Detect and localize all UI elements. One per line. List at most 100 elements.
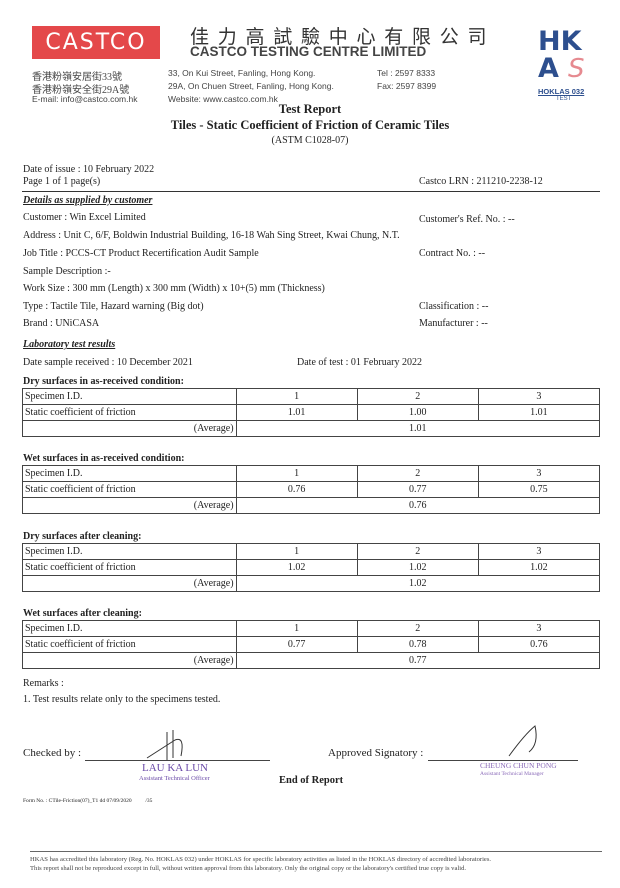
customer-ref: Customer's Ref. No. : -- [419,214,515,225]
company-name-en: CASTCO TESTING CENTRE LIMITED [190,44,427,59]
fax: Fax: 2597 8399 [377,81,437,91]
approved-signatory-label: Approved Signatory : [328,747,424,759]
friction-table: Specimen I.D. 1 2 3 Static coefficient of f… [22,543,601,592]
row-label: Static coefficient of friction [22,481,237,498]
specimen-id: 3 [477,620,601,637]
table-row: (Average) 0.76 [22,497,601,514]
specimen-id: 1 [235,388,358,405]
customer-heading: Details as supplied by customer [23,195,153,206]
table-row: Specimen I.D. 1 2 3 [22,465,601,482]
specimen-id: 2 [356,388,479,405]
approved-name: CHEUNG CHUN PONG [480,761,557,770]
friction-value: 1.02 [235,559,358,576]
address-cn-2: 香港粉嶺安全街29A號 [32,85,130,96]
checked-by-label: Checked by : [23,747,82,759]
address-cn-1: 香港粉嶺安居街33號 [32,72,122,83]
remarks-heading: Remarks : [23,678,64,689]
average-value: 1.02 [235,575,601,592]
friction-table: Specimen I.D. 1 2 3 Static coefficient of f… [22,620,601,669]
table-title: Wet surfaces after cleaning: [23,608,142,619]
friction-value: 1.00 [356,404,479,421]
table-row: Static coefficient of friction 1.02 1.02 1.… [22,559,601,576]
hoklas-sub: TEST [556,96,572,102]
friction-value: 0.75 [477,481,601,498]
brand: Brand : UNiCASA [23,318,100,329]
specimen-id: 1 [235,465,358,482]
friction-value: 0.76 [235,481,358,498]
customer: Customer : Win Excel Limited [23,212,146,223]
date-received: Date sample received : 10 December 2021 [23,357,193,368]
report-title: Test Report [278,102,342,116]
date-of-issue: Date of issue : 10 February 2022 [23,164,155,175]
row-label: Static coefficient of friction [22,559,237,576]
castco-lrn: Castco LRN : 211210-2238-12 [419,176,543,187]
work-size: Work Size : 300 mm (Length) x 300 mm (Wi… [23,283,325,294]
footer-disclaimer: This report shall not be reproduced exce… [30,865,467,872]
page-count: Page 1 of 1 page(s) [23,176,101,187]
friction-value: 0.78 [356,636,479,653]
form-number: Form No. : CTile-Friction(07)_T1 dd 07/0… [23,798,153,804]
row-label: Specimen I.D. [22,388,237,405]
hoklas-number: HOKLAS 032 [538,87,585,96]
approved-title: Assistant Technical Manager [480,771,544,777]
table-row: Specimen I.D. 1 2 3 [22,388,601,405]
table-row: (Average) 1.01 [22,420,601,437]
specimen-id: 2 [356,465,479,482]
row-label: (Average) [22,420,237,437]
address-en-2: 29A, On Chuen Street, Fanling, Hong Kong… [168,81,334,91]
end-of-report: End of Report [279,775,344,786]
classification: Classification : -- [419,301,489,312]
remark-item: 1. Test results relate only to the speci… [23,694,221,705]
checked-signature [146,730,183,760]
average-value: 0.76 [235,497,601,514]
checked-signature-line [85,760,270,761]
table-row: (Average) 1.02 [22,575,601,592]
tile-type: Type : Tactile Tile, Hazard warning (Big… [23,301,204,312]
approved-signature-line [428,760,578,761]
table-title: Dry surfaces after cleaning: [23,531,142,542]
table-row: Specimen I.D. 1 2 3 [22,620,601,637]
date-of-test: Date of test : 01 February 2022 [297,357,422,368]
company-name-cn: 佳 力 高 試 驗 中 心 有 限 公 司 [190,27,489,48]
friction-value: 0.76 [477,636,601,653]
table-row: Static coefficient of friction 0.77 0.78 0.… [22,636,601,653]
footer-divider [30,851,602,852]
table-row: Static coefficient of friction 0.76 0.77 0.… [22,481,601,498]
table-row: Specimen I.D. 1 2 3 [22,543,601,560]
footer-accreditation: HKAS has accredited this laboratory (Reg… [30,856,492,863]
table-title: Dry surfaces in as-received condition: [23,376,184,387]
row-label: Specimen I.D. [22,543,237,560]
divider [22,191,600,192]
report-subtitle: Tiles - Static Coefficient of Friction o… [170,118,450,132]
checked-by-title: Assistant Technical Officer [139,775,210,782]
specimen-id: 1 [235,620,358,637]
friction-value: 1.02 [356,559,479,576]
specimen-id: 3 [477,388,601,405]
row-label: Static coefficient of friction [22,636,237,653]
telephone: Tel : 2597 8333 [377,68,436,78]
contract-no: Contract No. : -- [419,248,486,259]
report-standard: (ASTM C1028-07) [271,135,349,146]
row-label: (Average) [22,497,237,514]
friction-table: Specimen I.D. 1 2 3 Static coefficient of f… [22,465,601,514]
lab-heading: Laboratory test results [23,339,116,350]
average-value: 1.01 [235,420,601,437]
job-title: Job Title : PCCS-CT Product Recertificat… [23,248,259,259]
specimen-id: 1 [235,543,358,560]
table-title: Wet surfaces in as-received condition: [23,453,185,464]
address-en-1: 33, On Kui Street, Fanling, Hong Kong. [168,68,316,78]
sample-description: Sample Description :- [23,266,111,277]
checked-by-name: LAU KA LUN [142,762,208,774]
row-label: Specimen I.D. [22,620,237,637]
approved-signature [508,725,537,757]
email: E-mail: info@castco.com.hk [32,94,138,104]
address: Address : Unit C, 6/F, Boldwin Industria… [23,230,400,241]
specimen-id: 2 [356,543,479,560]
row-label: (Average) [22,575,237,592]
friction-value: 1.01 [477,404,601,421]
website: Website: www.castco.com.hk [168,94,278,104]
hkas-logo: HK A S [538,26,585,84]
row-label: Specimen I.D. [22,465,237,482]
row-label: (Average) [22,652,237,669]
